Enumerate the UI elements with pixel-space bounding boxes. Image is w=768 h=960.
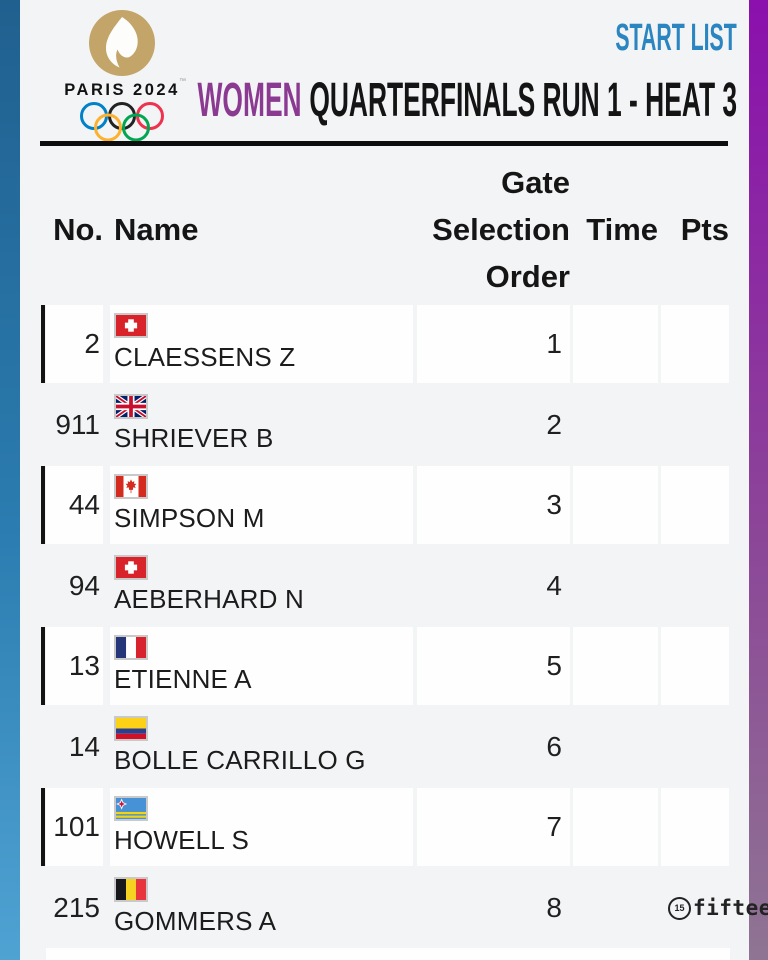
start-list-table: 2 CLAESSENS Z 1 911 SHRIEVER B 2 44 SIMP…: [41, 305, 729, 949]
fifteen-watermark: 15 fifteen: [668, 896, 768, 920]
flag-can-icon: [114, 474, 148, 499]
table-row: 94 AEBERHARD N 4: [46, 547, 729, 625]
category-label: WOMEN: [197, 74, 302, 127]
gate-selection-order-value: 1: [417, 305, 570, 383]
rider-name-cell: CLAESSENS Z: [110, 305, 413, 383]
trademark-symbol: ™: [179, 78, 186, 85]
rider-name: AEBERHARD N: [114, 583, 305, 614]
column-header-pts: Pts: [680, 211, 729, 247]
table-row: 14 BOLLE CARRILLO G 6: [46, 708, 729, 786]
flag-fra-icon: [114, 635, 148, 660]
pts-value: [661, 788, 729, 866]
table-row: 215 GOMMERS A 8: [46, 869, 729, 947]
fifteen-circle-icon: 15: [668, 896, 691, 920]
gate-selection-order-value: 6: [546, 730, 562, 762]
flag-sui-icon: [114, 313, 148, 338]
pts-value: [661, 708, 729, 786]
flag-sui-icon: [114, 554, 148, 580]
pts-value: [661, 386, 729, 464]
time-value: [573, 708, 658, 786]
rider-number: 44: [46, 466, 103, 544]
table-row: 2 CLAESSENS Z 1: [41, 305, 729, 383]
event-title: WOMEN QUARTERFINALS RUN 1 - HEAT 3: [197, 77, 737, 125]
rider-name: HOWELL S: [114, 825, 250, 855]
rider-name: CLAESSENS Z: [114, 342, 296, 372]
rider-name-cell: SHRIEVER B: [110, 386, 413, 464]
event-name-label: QUARTERFINALS RUN 1 - HEAT 3: [309, 74, 737, 127]
rider-number: 2: [46, 305, 103, 383]
time-value: [573, 869, 658, 947]
rider-number: 215: [53, 891, 100, 923]
rider-name-cell: HOWELL S: [110, 788, 413, 866]
rider-number: 13: [46, 627, 103, 705]
rider-number: 14: [68, 730, 100, 762]
table-row: 101 HOWELL S 7: [41, 788, 729, 866]
time-value: [573, 305, 658, 383]
rider-name: GOMMERS A: [114, 905, 277, 936]
start-list-label: START LIST: [615, 17, 737, 59]
rider-name: BOLLE CARRILLO G: [114, 744, 366, 775]
flag-aru-icon: [114, 796, 148, 821]
olympic-rings-icon: [80, 102, 164, 142]
rider-name-cell: SIMPSON M: [110, 466, 413, 544]
time-value: [573, 627, 658, 705]
header-divider: [40, 141, 728, 146]
left-accent-strip: [0, 0, 20, 960]
fifteen-label: fifteen: [693, 896, 768, 920]
next-row-edge: [46, 948, 730, 960]
time-value: [573, 466, 658, 544]
column-header-gate-selection-order: Gate Selection Order: [417, 159, 570, 300]
right-accent-strip: [749, 0, 768, 960]
rider-number: 101: [46, 788, 103, 866]
gate-selection-order-value: 4: [546, 569, 562, 601]
paris-2024-logo: ™ PARIS 2024: [37, 10, 207, 142]
column-header-no: No.: [53, 211, 103, 247]
flag-gbr-icon: [114, 393, 148, 419]
paris2024-flame-emblem-icon: [89, 10, 155, 76]
gate-header-line: Order: [485, 259, 570, 294]
gate-selection-order-value: 5: [417, 627, 570, 705]
gate-selection-order-value: 3: [417, 466, 570, 544]
rider-name-cell: AEBERHARD N: [110, 547, 413, 625]
column-header-time: Time: [586, 211, 658, 247]
pts-value: [661, 466, 729, 544]
gate-selection-order-value: 2: [546, 408, 562, 440]
column-header-name: Name: [114, 211, 199, 247]
rider-name: SHRIEVER B: [114, 422, 274, 453]
rider-name-cell: GOMMERS A: [110, 869, 413, 947]
rider-number: 94: [68, 569, 100, 601]
pts-value: [661, 547, 729, 625]
time-value: [573, 788, 658, 866]
gate-selection-order-value: 7: [417, 788, 570, 866]
gate-header-line: Gate: [501, 165, 570, 200]
table-row: 44 SIMPSON M 3: [41, 466, 729, 544]
gate-selection-order-value: 8: [546, 891, 562, 923]
paris-2024-wordmark: PARIS 2024: [64, 81, 180, 99]
table-row: 911 SHRIEVER B 2: [46, 386, 729, 464]
time-value: [573, 547, 658, 625]
time-value: [573, 386, 658, 464]
rider-name-cell: BOLLE CARRILLO G: [110, 708, 413, 786]
rider-name: SIMPSON M: [114, 503, 265, 533]
pts-value: [661, 305, 729, 383]
flag-col-icon: [114, 715, 148, 741]
rider-number: 911: [55, 408, 100, 440]
flag-bel-icon: [114, 876, 148, 902]
table-header: No. Name Gate Selection Order Time Pts: [46, 159, 729, 300]
pts-value: [661, 627, 729, 705]
rider-name-cell: ETIENNE A: [110, 627, 413, 705]
rider-name: ETIENNE A: [114, 664, 252, 694]
gate-header-line: Selection: [432, 212, 570, 247]
table-row: 13 ETIENNE A 5: [41, 627, 729, 705]
